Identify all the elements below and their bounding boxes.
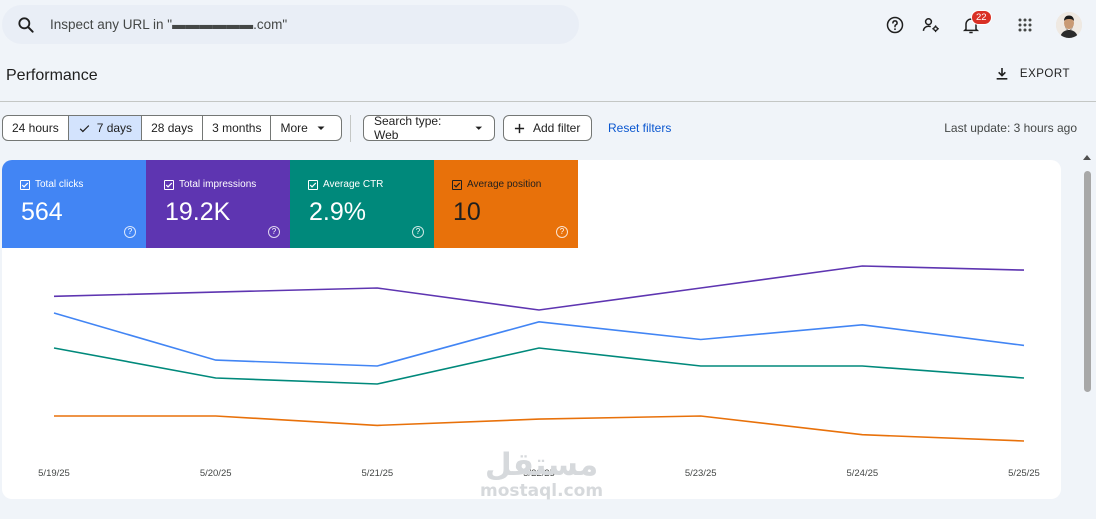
download-icon — [996, 68, 1008, 80]
metric-value: 19.2K — [165, 198, 231, 226]
x-axis-tick-label: 5/22/25 — [523, 468, 555, 479]
series-line-total-clicks[interactable] — [53, 312, 1025, 367]
metric-total-impressions[interactable]: Total impressions 19.2K ? — [146, 160, 290, 248]
manage-users-icon[interactable] — [914, 10, 948, 40]
series-line-average-ctr[interactable] — [53, 347, 1025, 385]
performance-line-chart[interactable]: 5/19/25 5/20/25 5/21/25 5/22/25 5/23/25 5/24/… — [2, 248, 1061, 499]
metric-total-clicks[interactable]: Total clicks 564 ? — [2, 160, 146, 248]
search-input-placeholder[interactable]: Inspect any URL in "▬▬▬▬▬▬.com" — [50, 17, 288, 32]
check-icon — [79, 124, 89, 132]
export-button[interactable]: EXPORT — [994, 66, 1070, 82]
metric-value: 564 — [21, 198, 63, 226]
watermark-logo: مستقل mostaql.com — [480, 447, 604, 501]
date-range-28-days[interactable]: 28 days — [141, 116, 202, 140]
checkbox-checked-icon[interactable] — [164, 179, 174, 190]
checkbox-checked-icon[interactable] — [20, 179, 30, 190]
help-icon[interactable]: ? — [556, 226, 568, 238]
series-line-average-position[interactable] — [54, 415, 1025, 442]
help-icon[interactable]: ? — [412, 226, 424, 238]
x-axis-tick-label: 5/23/25 — [685, 468, 717, 479]
dropdown-arrow-icon — [475, 126, 483, 130]
search-icon — [18, 16, 34, 33]
date-range-3-months[interactable]: 3 months — [202, 116, 270, 140]
url-inspection-search[interactable]: Inspect any URL in "▬▬▬▬▬▬.com" — [2, 5, 579, 44]
scroll-up-arrow-icon[interactable] — [1083, 155, 1091, 160]
date-range-more[interactable]: More — [270, 116, 340, 140]
help-icon[interactable] — [878, 10, 912, 40]
checkbox-checked-icon[interactable] — [308, 179, 318, 190]
date-range-24-hours[interactable]: 24 hours — [12, 121, 59, 135]
reset-filters-link[interactable]: Reset filters — [608, 121, 672, 135]
metric-value: 2.9% — [309, 198, 366, 226]
export-label: EXPORT — [1019, 68, 1070, 80]
x-axis-tick-label: 5/24/25 — [846, 468, 878, 479]
help-icon[interactable]: ? — [124, 226, 136, 238]
apps-grid-icon[interactable] — [1008, 10, 1042, 40]
notification-count-badge: 22 — [971, 10, 992, 25]
plus-icon — [514, 123, 525, 133]
search-type-filter[interactable]: Search type: Web — [363, 114, 495, 142]
date-range-7-days[interactable]: 7 days — [67, 116, 142, 140]
metric-average-ctr[interactable]: Average CTR 2.9% ? — [290, 160, 434, 248]
metric-value: 10 — [453, 198, 481, 226]
checkbox-checked-icon[interactable] — [452, 179, 462, 190]
date-range-selector[interactable]: 24 hours 7 days 28 days 3 months More — [2, 115, 342, 141]
account-avatar[interactable] — [1056, 12, 1082, 38]
help-icon[interactable]: ? — [268, 226, 280, 238]
filter-separator — [350, 115, 351, 142]
page-title: Performance — [6, 67, 98, 84]
series-line-total-impressions[interactable] — [53, 265, 1025, 311]
performance-chart-card: Total clicks 564 ? Total impressions 19.… — [2, 160, 1061, 499]
dropdown-arrow-icon — [317, 126, 325, 130]
x-axis-tick-label: 5/20/25 — [200, 468, 232, 479]
scrollbar-thumb[interactable] — [1084, 171, 1091, 392]
metric-average-position[interactable]: Average position 10 ? — [434, 160, 578, 248]
header-divider — [0, 101, 1096, 102]
x-axis-tick-label: 5/25/25 — [1008, 468, 1040, 479]
notifications-icon[interactable]: 22 — [954, 10, 992, 40]
x-axis-tick-label: 5/21/25 — [361, 468, 393, 479]
last-update-status: Last update: 3 hours ago — [944, 121, 1077, 135]
add-filter-button[interactable]: Add filter — [503, 115, 592, 141]
x-axis-tick-label: 5/19/25 — [38, 468, 70, 479]
vertical-scrollbar[interactable] — [1079, 153, 1096, 519]
